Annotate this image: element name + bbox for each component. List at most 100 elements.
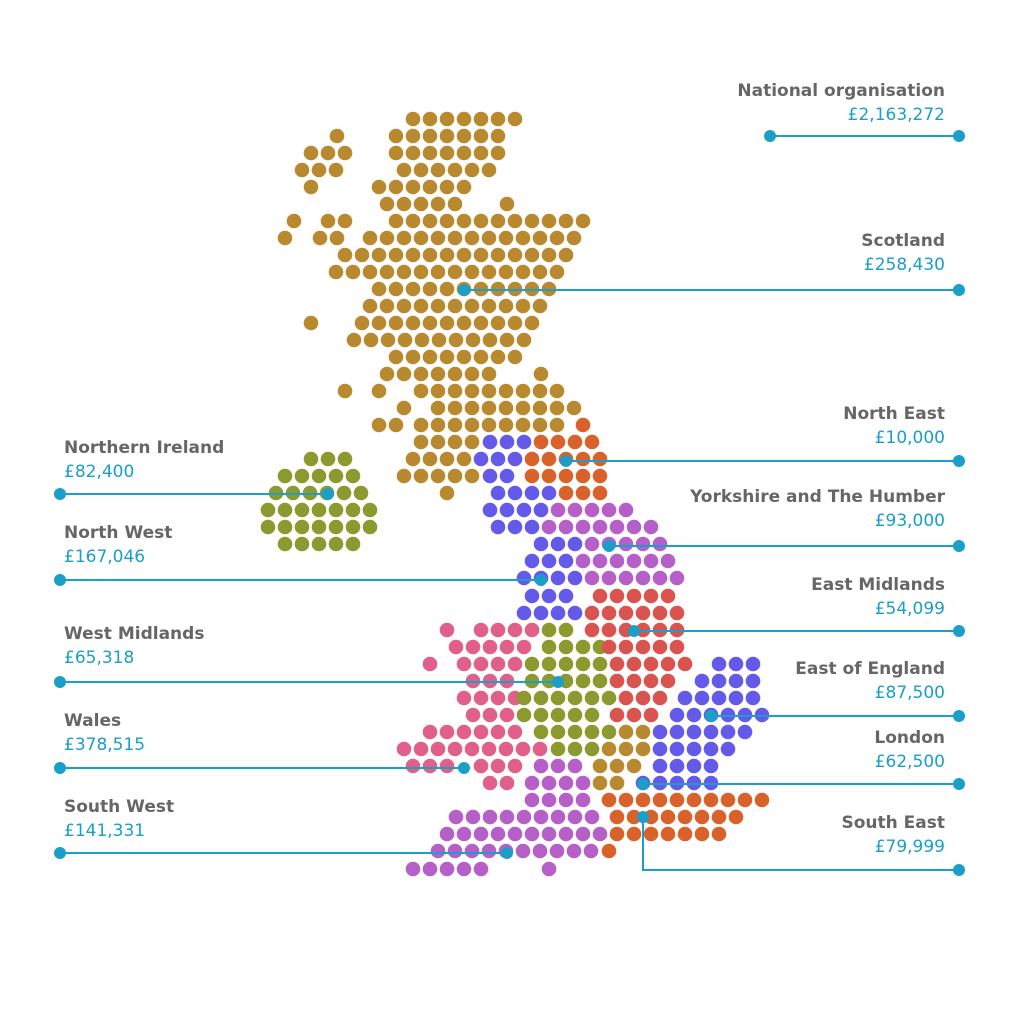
- map-dot: [652, 570, 668, 586]
- map-dot: [626, 826, 642, 842]
- map-dot: [354, 315, 370, 331]
- map-dot: [362, 519, 378, 535]
- map-dot: [660, 553, 676, 569]
- map-dot: [430, 400, 446, 416]
- map-dot: [405, 281, 421, 297]
- map-dot: [422, 179, 438, 195]
- map-dot: [422, 349, 438, 365]
- region-amount: £87,500: [875, 683, 945, 703]
- map-dot: [575, 417, 591, 433]
- region-name: Yorkshire and The Humber: [689, 487, 946, 507]
- map-dot: [430, 741, 446, 757]
- map-dot: [507, 111, 523, 127]
- map-dot: [482, 775, 498, 791]
- map-dot: [430, 298, 446, 314]
- map-dot: [524, 519, 540, 535]
- map-dot: [465, 707, 481, 723]
- map-dot: [711, 690, 727, 706]
- map-dot: [430, 162, 446, 178]
- map-dot: [490, 213, 506, 229]
- map-dot: [294, 519, 310, 535]
- map-dot: [490, 622, 506, 638]
- map-dot: [584, 502, 600, 518]
- map-dot: [652, 741, 668, 757]
- region-amount: £378,515: [64, 735, 145, 755]
- map-dot: [516, 639, 532, 655]
- map-dot: [482, 332, 498, 348]
- map-dot: [515, 843, 531, 859]
- map-dot: [601, 690, 617, 706]
- region-name: National organisation: [737, 81, 945, 101]
- map-dot: [652, 724, 668, 740]
- map-dot: [532, 400, 548, 416]
- map-dot: [754, 792, 770, 808]
- map-dot: [362, 502, 378, 518]
- region-amount: £82,400: [64, 462, 134, 482]
- map-dot: [430, 417, 446, 433]
- map-dot: [541, 247, 557, 263]
- map-dot: [626, 588, 642, 604]
- region-name: North East: [843, 404, 945, 424]
- map-dot: [626, 809, 642, 825]
- map-dot: [371, 417, 387, 433]
- map-dot: [575, 792, 591, 808]
- map-dot: [303, 315, 319, 331]
- map-dot: [669, 741, 685, 757]
- map-dot: [609, 826, 625, 842]
- map-dot: [413, 741, 429, 757]
- leader-line: [642, 817, 959, 871]
- map-dot: [456, 826, 472, 842]
- map-dot: [499, 775, 515, 791]
- map-dot: [499, 809, 515, 825]
- map-dot: [711, 826, 727, 842]
- map-dot: [515, 741, 531, 757]
- leader-end: [560, 455, 572, 467]
- leader-end: [953, 130, 965, 142]
- map-dot: [379, 196, 395, 212]
- map-dot: [524, 485, 540, 501]
- leader-end: [535, 574, 547, 586]
- map-dot: [550, 605, 566, 621]
- map-dot: [686, 758, 702, 774]
- map-dot: [601, 639, 617, 655]
- map-dot: [652, 639, 668, 655]
- map-dot: [430, 196, 446, 212]
- leader-end: [637, 811, 649, 823]
- map-dot: [669, 758, 685, 774]
- map-dot: [439, 281, 455, 297]
- map-dot: [473, 111, 489, 127]
- map-dot: [532, 298, 548, 314]
- map-dot: [566, 843, 582, 859]
- map-dot: [396, 298, 412, 314]
- map-dot: [482, 468, 498, 484]
- map-dot: [575, 485, 591, 501]
- map-dot: [515, 298, 531, 314]
- map-dot: [652, 690, 668, 706]
- region-name: South East: [841, 813, 945, 833]
- map-dot: [609, 519, 625, 535]
- map-dot: [592, 758, 608, 774]
- map-dot: [320, 145, 336, 161]
- map-dot: [456, 724, 472, 740]
- map-dot: [405, 758, 421, 774]
- map-dot: [737, 724, 753, 740]
- map-dot: [490, 724, 506, 740]
- map-dot: [635, 639, 651, 655]
- map-dot: [609, 656, 625, 672]
- map-dot: [481, 843, 497, 859]
- map-dot: [413, 417, 429, 433]
- map-dot: [575, 468, 591, 484]
- map-dot: [558, 588, 574, 604]
- map-dot: [473, 758, 489, 774]
- map-dot: [584, 809, 600, 825]
- map-dot: [447, 162, 463, 178]
- map-dot: [481, 741, 497, 757]
- map-dot: [499, 639, 515, 655]
- map-dot: [533, 434, 549, 450]
- map-dot: [413, 298, 429, 314]
- map-dot: [558, 247, 574, 263]
- map-dot: [328, 536, 344, 552]
- map-dot: [728, 673, 744, 689]
- leader-end: [953, 625, 965, 637]
- map-dot: [524, 451, 540, 467]
